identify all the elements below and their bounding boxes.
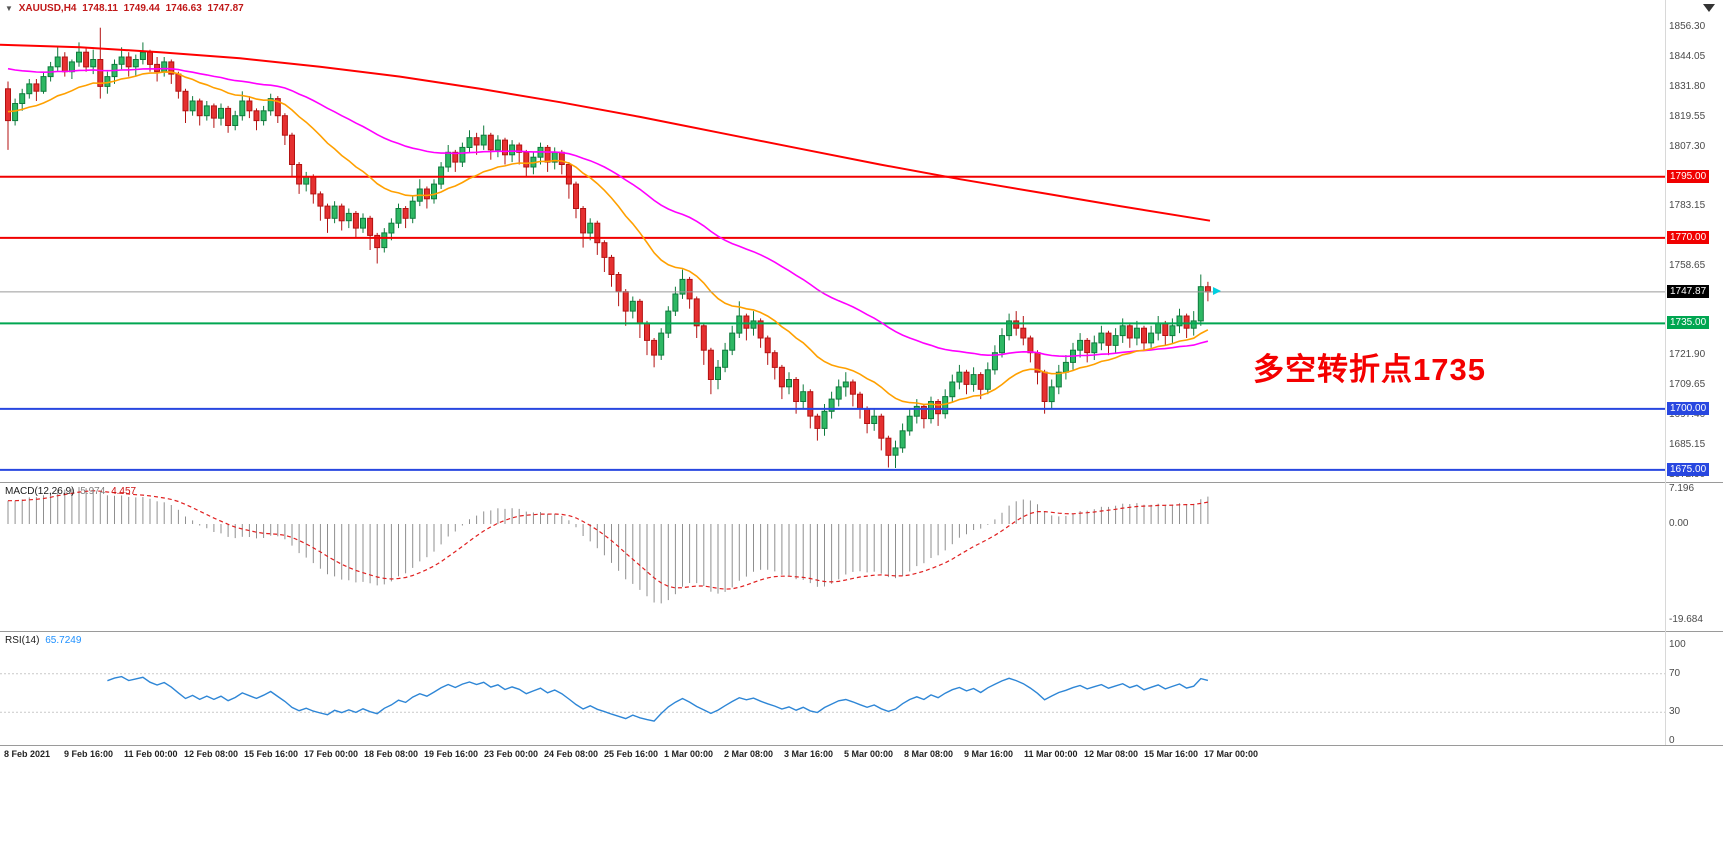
rsi-axis-label: 70: [1669, 667, 1681, 679]
price-axis-label: 1709.65: [1669, 379, 1706, 391]
time-axis-label: 5 Mar 00:00: [844, 749, 894, 759]
time-axis-label: 19 Feb 16:00: [424, 749, 479, 759]
time-axis-label: 9 Feb 16:00: [64, 749, 114, 759]
macd-signal-value: 4.457: [111, 486, 137, 497]
ohlc-high: 1749.44: [123, 3, 160, 14]
price-axis[interactable]: 1856.30 1844.05 1831.80 1819.55 1807.30 1783.…: [1665, 0, 1723, 766]
time-axis-label: 12 Mar 08:00: [1084, 749, 1139, 759]
annotation-text: 多空转折点1735: [1253, 352, 1486, 387]
price-line-label: 1770.00: [1667, 230, 1710, 244]
price-axis-label: 1783.15: [1669, 199, 1706, 211]
ohlc-low: 1746.63: [165, 3, 202, 14]
macd-axis-label: -19.684: [1669, 614, 1703, 626]
current-bar-marker-icon: [1213, 287, 1221, 295]
price-axis-label: 1819.55: [1669, 110, 1706, 122]
axis-scroll-marker-icon[interactable]: [1703, 4, 1715, 12]
price-axis-label: 1758.65: [1669, 259, 1706, 271]
symbol-timeframe: XAUUSD,H4: [18, 3, 77, 14]
macd-indicator-label: MACD(12,26,9) 5.974 4.457: [5, 486, 139, 497]
current-price-label: 1747.87: [1667, 284, 1710, 298]
time-axis-label: 8 Feb 2021: [4, 749, 51, 759]
price-axis-label: 1721.90: [1669, 349, 1706, 361]
macd-name: MACD(12,26,9): [5, 486, 75, 497]
price-axis-label: 1807.30: [1669, 140, 1706, 152]
time-axis[interactable]: 8 Feb 2021 9 Feb 16:00 11 Feb 00:00 12 Feb …: [0, 745, 1723, 766]
price-axis-label: 1856.30: [1669, 21, 1706, 32]
macd-histogram: [7, 487, 1209, 604]
time-axis-label: 15 Mar 16:00: [1144, 749, 1199, 759]
rsi-axis-label: 100: [1669, 639, 1686, 650]
candlesticks-layer: [5, 27, 1211, 468]
rsi-axis-label: 0: [1669, 735, 1675, 746]
rsi-axis-label: 30: [1669, 706, 1681, 718]
time-axis-label: 15 Feb 16:00: [244, 749, 299, 759]
time-axis-label: 9 Mar 16:00: [964, 749, 1014, 759]
time-axis-label: 11 Mar 00:00: [1024, 749, 1078, 759]
time-axis-label: 8 Mar 08:00: [904, 749, 954, 759]
chart-header: ▼ XAUUSD,H4 1748.11 1749.44 1746.63 1747…: [5, 3, 247, 14]
ohlc-close: 1747.87: [207, 3, 244, 14]
time-axis-label: 2 Mar 08:00: [724, 749, 774, 759]
collapse-arrow-icon[interactable]: ▼: [5, 4, 13, 13]
price-axis-label: 1844.05: [1669, 50, 1706, 62]
ohlc-open: 1748.11: [82, 3, 118, 14]
time-axis-label: 12 Feb 08:00: [184, 749, 239, 759]
time-axis-label: 25 Feb 16:00: [604, 749, 659, 759]
macd-axis-label: 7.196: [1669, 482, 1695, 494]
price-line-label: 1675.00: [1667, 462, 1710, 476]
macd-signal-line: [8, 490, 1209, 590]
time-axis-label: 24 Feb 08:00: [544, 749, 599, 759]
macd-axis-label: 0.00: [1669, 518, 1689, 529]
rsi-value: 65.7249: [45, 635, 82, 646]
price-line-label: 1735.00: [1667, 316, 1710, 330]
price-axis-label: 1685.15: [1669, 439, 1706, 451]
price-axis-label: 1831.80: [1669, 80, 1706, 92]
rsi-name: RSI(14): [5, 635, 40, 646]
price-line-label: 1795.00: [1667, 169, 1710, 183]
time-axis-label: 11 Feb 00:00: [124, 749, 178, 759]
ma-red-line[interactable]: [0, 43, 1211, 222]
ma-magenta-line[interactable]: [7, 67, 1209, 358]
ma-orange-line[interactable]: [7, 71, 1209, 406]
rsi-line: [107, 675, 1209, 722]
macd-main-value: 5.974: [80, 486, 106, 497]
price-line-label: 1700.00: [1667, 401, 1710, 415]
time-axis-label: 23 Feb 00:00: [484, 749, 539, 759]
time-axis-label: 3 Mar 16:00: [784, 749, 834, 759]
time-axis-label: 1 Mar 00:00: [664, 749, 714, 759]
time-axis-label: 18 Feb 08:00: [364, 749, 419, 759]
time-axis-label: 17 Mar 00:00: [1204, 749, 1259, 759]
chart-canvas[interactable]: [0, 0, 1723, 766]
time-axis-label: 17 Feb 00:00: [304, 749, 359, 759]
rsi-indicator-label: RSI(14) 65.7249: [5, 635, 84, 646]
